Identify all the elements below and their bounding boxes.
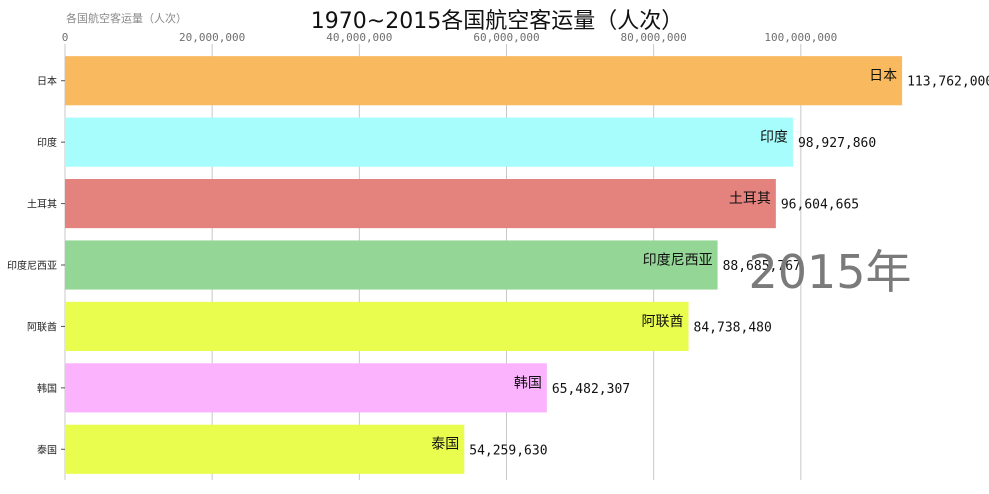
bar-value-label: 98,927,860 — [798, 136, 876, 151]
y-category-label: 土耳其 — [27, 198, 57, 211]
bar — [65, 301, 689, 351]
bars-layer: 日本 113,762,000 印度 98,927,860 土耳其 96,604,665 印度… — [65, 56, 989, 474]
bar-value-label: 113,762,000 — [907, 75, 989, 90]
x-tick-label: 60,000,000 — [473, 31, 539, 44]
bar — [65, 363, 547, 413]
bar-inner-label: 印度 — [760, 130, 788, 146]
bar — [65, 117, 793, 167]
y-category-label: 韩国 — [37, 382, 57, 395]
bar-value-label: 84,738,480 — [694, 320, 772, 335]
y-category-label: 阿联酋 — [27, 320, 57, 333]
y-category-label: 泰国 — [37, 443, 57, 456]
bar-value-label: 65,482,307 — [552, 382, 630, 397]
bar-inner-label: 土耳其 — [729, 191, 771, 207]
bar — [65, 56, 903, 106]
bar-value-label: 54,259,630 — [469, 443, 547, 458]
x-tick-label: 20,000,000 — [179, 31, 245, 44]
chart-title: 1970~2015各国航空客运量（人次） — [311, 9, 683, 34]
bar — [65, 179, 776, 229]
x-tick-label: 40,000,000 — [326, 31, 392, 44]
bar — [65, 240, 718, 290]
year-label: 2015年 — [748, 245, 911, 299]
bar-inner-label: 印度尼西亚 — [643, 252, 713, 268]
bar-value-label: 88,685,767 — [723, 259, 801, 274]
y-category-label: 日本 — [37, 75, 57, 88]
x-axis-label: 各国航空客运量（人次） — [66, 11, 187, 25]
y-category-label: 印度 — [37, 136, 57, 149]
x-axis-ticks: 0 20,000,000 40,000,000 60,000,000 80,000,00… — [62, 31, 838, 44]
x-tick-label: 80,000,000 — [621, 31, 687, 44]
x-tick-label: 100,000,000 — [764, 31, 837, 44]
bar-inner-label: 阿联酋 — [642, 313, 684, 330]
y-category-label: 印度尼西亚 — [7, 259, 57, 272]
x-tick-label: 0 — [62, 31, 69, 44]
bar-inner-label: 泰国 — [431, 437, 459, 453]
bar-inner-label: 韩国 — [514, 375, 542, 391]
bar-inner-label: 日本 — [869, 68, 897, 84]
bar-value-label: 96,604,665 — [781, 198, 859, 213]
bar — [65, 424, 465, 474]
